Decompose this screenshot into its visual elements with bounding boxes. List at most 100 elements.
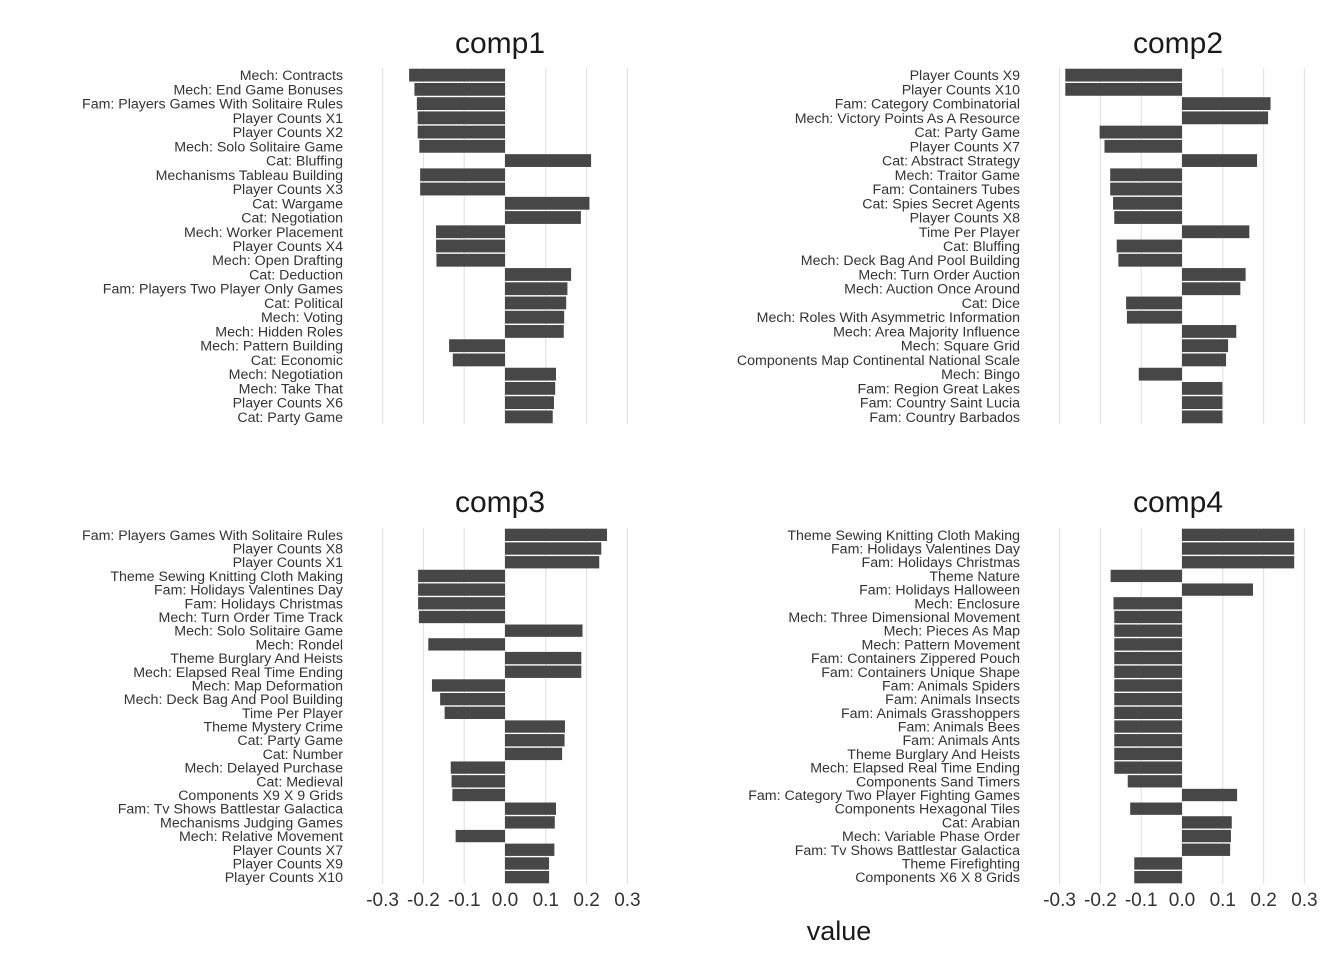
bar [505,396,554,410]
category-label: Time Per Player [919,225,1020,241]
bar [1182,542,1295,555]
category-label: Theme Firefighting [902,856,1020,872]
category-label: Mech: Worker Placement [184,225,343,241]
category-label: Fam: Holidays Valentines Day [154,583,344,599]
category-label: Player Counts X10 [902,82,1020,98]
category-label: Fam: Category Two Player Fighting Games [748,788,1020,804]
bar [1114,692,1182,706]
category-label: Player Counts X1 [233,555,344,571]
category-label: Mech: Traitor Game [895,168,1020,184]
bar [440,692,505,706]
category-label: Fam: Animals Grasshoppers [841,706,1020,722]
bar [1114,610,1182,624]
category-label: Mech: Solo Solitaire Game [174,624,343,640]
category-label: Cat: Party Game [237,733,343,749]
bar [450,761,505,774]
bar [418,583,505,596]
category-label: Mechanisms Judging Games [160,815,343,831]
x-tick-label: -0.1 [1125,890,1158,911]
category-label: Theme Sewing Knitting Cloth Making [787,528,1020,544]
category-label: Mech: Voting [261,310,343,326]
category-label: Fam: Holidays Valentines Day [831,542,1021,558]
category-label: Cat: Dice [962,296,1020,312]
bar [444,706,505,720]
category-label: Fam: Country Saint Lucia [860,396,1020,412]
category-label: Cat: Medieval [256,774,343,790]
x-tick-label: 0.0 [492,890,518,911]
bar [1114,761,1182,774]
category-label: Fam: Animals Bees [898,720,1020,736]
category-label: Fam: Players Games With Solitaire Rules [82,528,343,544]
bar [1182,788,1238,802]
category-label: Mech: Delayed Purchase [184,761,343,777]
bar [1182,154,1258,167]
panel-title: comp4 [1133,486,1223,519]
bar [1182,843,1231,856]
bar [417,111,505,125]
category-label: Fam: Tv Shows Battlestar Galactica [795,843,1020,859]
bar [436,225,505,239]
category-label: Fam: Animals Spiders [882,678,1020,694]
bar [505,624,583,637]
x-tick-label: 0.2 [1250,890,1276,911]
x-tick-label: -0.3 [1043,890,1076,911]
bar [420,168,505,182]
x-tick-label: 0.1 [533,890,559,911]
bar [1114,638,1182,651]
category-label: Mech: Open Drafting [212,253,343,269]
bar [1126,310,1182,324]
category-label: Cat: Number [263,747,344,763]
bar [1182,282,1241,296]
bar [431,679,505,692]
category-label: Components X6 X 8 Grids [855,870,1020,886]
bar [1114,651,1182,665]
panel-title: comp2 [1133,27,1223,60]
category-label: Components X9 X 9 Grids [178,788,343,804]
bar [505,802,556,815]
bar [1134,870,1182,884]
category-label: Mech: Relative Movement [179,829,343,845]
bar [451,775,505,788]
bar [418,569,505,583]
category-label: Fam: Containers Zippered Pouch [811,651,1020,667]
category-label: Player Counts X8 [910,211,1021,227]
category-label: Fam: Category Combinatorial [835,97,1020,113]
bar [1104,139,1182,153]
category-label: Fam: Players Two Player Only Games [103,282,343,298]
x-tick-label: -0.1 [448,890,481,911]
category-label: Cat: Arabian [942,815,1020,831]
bar [436,253,505,267]
category-label: Theme Burglary And Heists [170,651,343,667]
bar [1134,857,1182,870]
category-label: Mech: Area Majority Influence [833,324,1020,340]
bar [505,211,581,224]
bar [1116,239,1182,253]
category-label: Mech: End Game Bonuses [173,82,343,98]
category-label: Mech: Take That [239,381,343,397]
category-label: Cat: Bluffing [266,154,343,170]
bar [1182,583,1253,596]
x-tick-label: 0.3 [614,890,640,911]
bar [1114,679,1182,692]
category-label: Fam: Tv Shows Battlestar Galactica [118,802,343,818]
bar [1114,665,1182,678]
bar [505,843,555,856]
category-label: Fam: Players Games With Solitaire Rules [82,97,343,113]
bar [1065,82,1182,96]
category-label: Cat: Economic [251,353,343,369]
bar [1182,111,1269,125]
category-label: Mech: Pieces As Map [884,624,1021,640]
bar [505,556,600,569]
category-label: Mech: Turn Order Time Track [159,610,344,626]
bar [1182,410,1223,424]
category-label: Player Counts X9 [910,68,1021,84]
bar [455,829,505,843]
bar [505,367,556,381]
bar [428,638,505,651]
bar [418,610,505,624]
panel-comp4: -0.3 -0.2 -0.1 0.0 0.1 0.2 0.3 comp4 Theme Sewin… [748,486,1317,911]
x-tick-label: -0.3 [366,890,399,911]
bar [505,720,565,733]
bar [1118,253,1182,267]
category-label: Fam: Holidays Christmas [862,555,1020,571]
